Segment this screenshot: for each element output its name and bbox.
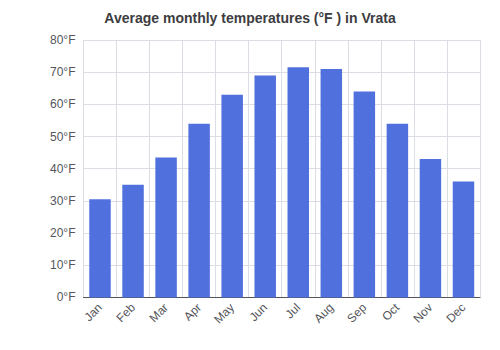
svg-text:80°F: 80°F bbox=[50, 33, 75, 47]
svg-text:Mar: Mar bbox=[147, 301, 172, 325]
svg-text:Jun: Jun bbox=[247, 301, 271, 325]
svg-text:May: May bbox=[211, 301, 237, 327]
svg-text:Nov: Nov bbox=[410, 301, 435, 326]
svg-text:40°F: 40°F bbox=[50, 162, 75, 176]
svg-text:Jan: Jan bbox=[81, 301, 105, 325]
svg-text:Dec: Dec bbox=[443, 301, 468, 326]
svg-text:70°F: 70°F bbox=[50, 65, 75, 79]
svg-text:0°F: 0°F bbox=[57, 290, 76, 304]
svg-text:Average monthly temperatures (: Average monthly temperatures (°F ) in Vr… bbox=[104, 10, 396, 26]
svg-text:30°F: 30°F bbox=[50, 194, 75, 208]
svg-text:50°F: 50°F bbox=[50, 130, 75, 144]
svg-text:Aug: Aug bbox=[311, 301, 336, 326]
svg-text:10°F: 10°F bbox=[50, 258, 75, 272]
svg-text:Feb: Feb bbox=[113, 300, 138, 325]
svg-text:Jul: Jul bbox=[282, 301, 303, 322]
svg-text:Oct: Oct bbox=[379, 300, 403, 324]
svg-text:20°F: 20°F bbox=[50, 226, 75, 240]
svg-text:Apr: Apr bbox=[181, 301, 204, 324]
svg-text:60°F: 60°F bbox=[50, 97, 75, 111]
svg-text:Sep: Sep bbox=[344, 300, 369, 325]
